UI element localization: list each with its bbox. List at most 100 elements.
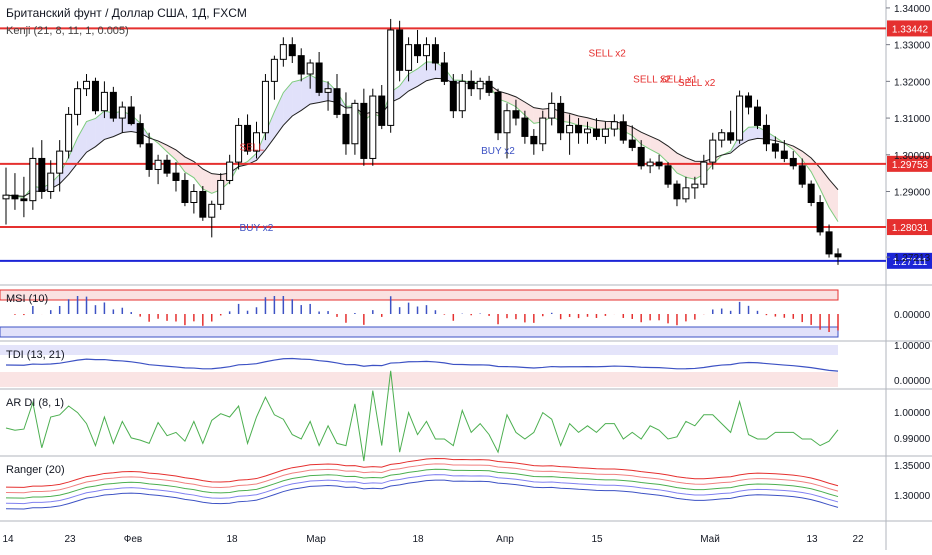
- kenji-cloud-segment: [524, 102, 534, 124]
- time-tick-label: 23: [64, 534, 76, 545]
- candle-body: [199, 190, 207, 218]
- kenji-cloud-segment: [202, 168, 212, 194]
- candle-body: [664, 165, 672, 185]
- candle-body: [807, 183, 815, 204]
- candle-body: [789, 157, 797, 167]
- candle-body: [592, 128, 600, 137]
- candle-body: [190, 190, 198, 204]
- ranger-line: [5, 468, 839, 499]
- kenji-cloud-segment: [587, 117, 597, 130]
- kenji-cloud-segment: [408, 68, 418, 92]
- candle-body: [771, 143, 779, 152]
- panel-tick-label: 0.00000: [894, 310, 931, 321]
- candle-body: [628, 139, 636, 148]
- candle-body: [548, 102, 556, 119]
- candle-body: [145, 143, 153, 170]
- candle-body: [252, 132, 260, 152]
- candle-body: [601, 128, 609, 137]
- level-price-label: 1.27111: [893, 257, 928, 268]
- candle-body: [387, 29, 395, 126]
- chart-title: Британский фунт / Доллар США, 1Д, FXCM: [6, 6, 247, 20]
- kenji-cloud-segment: [739, 127, 749, 146]
- candle-body: [244, 124, 252, 152]
- candle-body: [440, 62, 448, 82]
- candle-body: [700, 161, 708, 185]
- msi-lower-band: [0, 326, 839, 338]
- kenji-cloud-segment: [77, 121, 87, 164]
- kenji-cloud-segment: [184, 156, 194, 178]
- kenji-cloud-segment: [417, 61, 427, 87]
- candle-body: [127, 106, 135, 125]
- time-tick-label: Май: [700, 534, 720, 545]
- tdi-lower-band: [0, 372, 838, 387]
- candle-body: [530, 135, 538, 145]
- candle-body: [83, 80, 91, 90]
- candle-body: [709, 139, 717, 163]
- candle-body: [780, 150, 788, 159]
- tdi-upper-band: [0, 345, 838, 355]
- candle-body: [485, 80, 493, 93]
- candle-body: [682, 187, 690, 200]
- candle-body: [378, 95, 386, 126]
- time-tick-label: Апр: [496, 534, 514, 545]
- candle-body: [369, 95, 377, 159]
- price-tick-label: 1.30000: [894, 151, 931, 162]
- kenji-cloud-segment: [676, 153, 686, 178]
- panel-tick-label: 1.30000: [894, 491, 931, 502]
- candle-body: [217, 179, 225, 205]
- candle-body: [834, 253, 842, 258]
- candle-body: [315, 62, 323, 93]
- price-tick-label: 1.34000: [894, 4, 931, 15]
- candle-body: [100, 91, 108, 112]
- candle-body: [646, 161, 654, 167]
- price-tick-label: 1.31000: [894, 114, 931, 125]
- kenji-cloud-segment: [596, 120, 606, 130]
- time-tick-label: 18: [226, 534, 238, 545]
- panel-tick-label: 0.00000: [894, 376, 931, 387]
- panel-tick-label: 1.35000: [894, 461, 931, 472]
- time-tick-label: Мар: [306, 534, 326, 545]
- tdi-line: [5, 357, 839, 372]
- signal-label: SELL x2: [678, 78, 716, 89]
- msi-upper-band: [0, 289, 839, 301]
- panel-tick-label: 0.99000: [894, 434, 931, 445]
- panel-tick-label: 1.00000: [894, 341, 931, 352]
- candle-body: [691, 183, 699, 189]
- kenji-cloud-segment: [95, 111, 105, 147]
- signal-label: SELL x2: [633, 74, 671, 85]
- candle-body: [181, 179, 189, 204]
- level-price-tag: [887, 155, 932, 172]
- signal-label: BUY x2: [240, 223, 274, 234]
- kenji-cloud-segment: [820, 167, 830, 208]
- kenji-cloud-segment: [650, 136, 660, 155]
- time-tick-label: 15: [591, 534, 603, 545]
- time-tick-label: 22: [852, 534, 864, 545]
- candle-body: [816, 202, 824, 233]
- signal-label: SELL x2: [588, 49, 626, 60]
- candle-body: [727, 132, 735, 141]
- candle-body: [118, 106, 126, 119]
- kenji-cloud-segment: [86, 118, 96, 153]
- kenji-cloud-segment: [247, 153, 257, 165]
- candle-body: [279, 44, 287, 60]
- kenji-cloud-segment: [569, 113, 579, 126]
- candle-body: [798, 165, 806, 185]
- ranger-line: [5, 474, 839, 505]
- kenji-cloud-segment: [256, 132, 266, 161]
- candle-body: [422, 44, 430, 57]
- candle-body: [2, 194, 10, 200]
- candle-body: [467, 80, 475, 90]
- candle-body: [655, 161, 663, 167]
- candle-body: [584, 128, 592, 134]
- candle-body: [270, 58, 278, 82]
- kenji-cloud-segment: [578, 115, 588, 127]
- price-tick-label: 1.33000: [894, 41, 931, 52]
- kenji-cloud-segment: [274, 92, 284, 138]
- signal-label: BUY x2: [481, 146, 515, 157]
- level-price-label: 1.29753: [892, 160, 929, 171]
- kenji-cloud-segment: [659, 140, 669, 163]
- kenji-cloud-segment: [793, 146, 803, 160]
- ranger-line: [5, 463, 839, 494]
